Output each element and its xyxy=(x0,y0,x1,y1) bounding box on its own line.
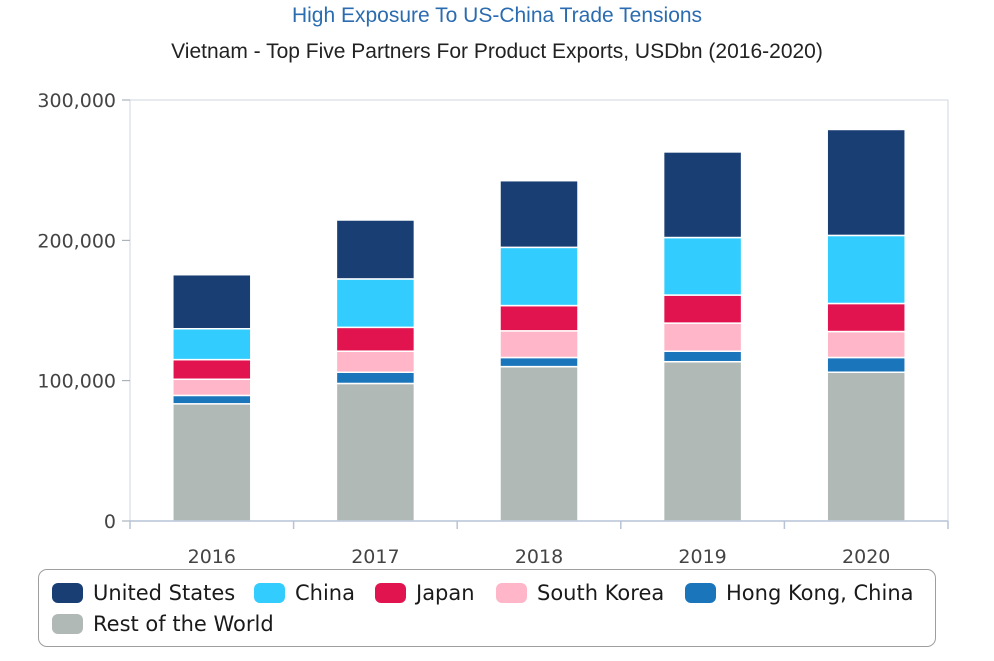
bar-rest-of-the-world-2019 xyxy=(662,360,743,522)
bar-south-korea-2020 xyxy=(826,330,906,359)
legend-item-united-states[interactable]: United States xyxy=(52,581,235,605)
bar-hong-kong-china-2020 xyxy=(826,356,906,373)
y-tick-label: 0 xyxy=(104,511,116,533)
y-tick-label: 300,000 xyxy=(37,90,116,112)
bar-japan-2020 xyxy=(826,302,906,333)
bar-united-states-2019 xyxy=(662,151,743,239)
bar-united-states-2016 xyxy=(172,273,252,330)
bar-rest-of-the-world-2020 xyxy=(826,371,906,522)
x-tick-label: 2019 xyxy=(678,546,726,568)
legend-label-hong-kong-china: Hong Kong, China xyxy=(726,581,914,605)
legend: United States China Japan South Korea Ho… xyxy=(38,569,936,647)
bar-japan-2016 xyxy=(172,358,252,381)
legend-label-china: China xyxy=(295,581,355,605)
bar-china-2017 xyxy=(335,278,416,329)
x-tick-label: 2018 xyxy=(515,546,563,568)
bar-hong-kong-china-2017 xyxy=(335,371,416,385)
y-tick-label: 100,000 xyxy=(37,371,116,393)
legend-item-hong-kong-china[interactable]: Hong Kong, China xyxy=(685,581,914,605)
legend-item-china[interactable]: China xyxy=(254,581,355,605)
x-tick-label: 2017 xyxy=(351,546,399,568)
bar-japan-2019 xyxy=(662,294,743,324)
legend-swatch-japan xyxy=(375,583,406,603)
bar-south-korea-2018 xyxy=(499,330,579,359)
legend-swatch-rest-of-the-world xyxy=(52,614,83,634)
chart-title: High Exposure To US-China Trade Tensions xyxy=(291,4,703,27)
legend-swatch-united-states xyxy=(52,583,83,603)
chart-subtitle: Vietnam - Top Five Partners For Product … xyxy=(171,40,823,63)
bar-china-2019 xyxy=(662,236,743,296)
bar-hong-kong-china-2018 xyxy=(499,356,579,368)
bar-china-2016 xyxy=(172,327,252,361)
legend-item-south-korea[interactable]: South Korea xyxy=(496,581,664,605)
bar-rest-of-the-world-2018 xyxy=(499,365,579,522)
bar-south-korea-2017 xyxy=(335,350,416,373)
legend-label-rest-of-the-world: Rest of the World xyxy=(93,612,274,636)
bar-rest-of-the-world-2016 xyxy=(172,403,252,522)
bar-hong-kong-china-2016 xyxy=(172,394,252,405)
bar-japan-2017 xyxy=(335,326,416,352)
legend-item-japan[interactable]: Japan xyxy=(375,581,475,605)
x-tick-label: 2020 xyxy=(842,546,890,568)
y-tick-label: 200,000 xyxy=(37,230,116,252)
x-tick-label: 2016 xyxy=(188,546,236,568)
legend-label-south-korea: South Korea xyxy=(537,581,665,605)
bar-china-2018 xyxy=(499,246,579,307)
legend-item-rest-of-the-world[interactable]: Rest of the World xyxy=(52,612,274,636)
bar-rest-of-the-world-2017 xyxy=(335,382,416,522)
legend-label-united-states: United States xyxy=(93,581,236,605)
bar-japan-2018 xyxy=(499,304,579,332)
bar-china-2020 xyxy=(826,234,906,305)
bar-united-states-2018 xyxy=(499,179,579,249)
legend-swatch-hong-kong-china xyxy=(685,583,716,603)
legend-swatch-china xyxy=(254,583,285,603)
legend-swatch-south-korea xyxy=(496,583,527,603)
bar-united-states-2020 xyxy=(826,128,906,237)
legend-label-japan: Japan xyxy=(416,581,475,605)
bar-south-korea-2019 xyxy=(662,322,743,352)
bar-united-states-2017 xyxy=(335,219,416,280)
bar-south-korea-2016 xyxy=(172,378,252,397)
bar-hong-kong-china-2019 xyxy=(662,350,743,363)
